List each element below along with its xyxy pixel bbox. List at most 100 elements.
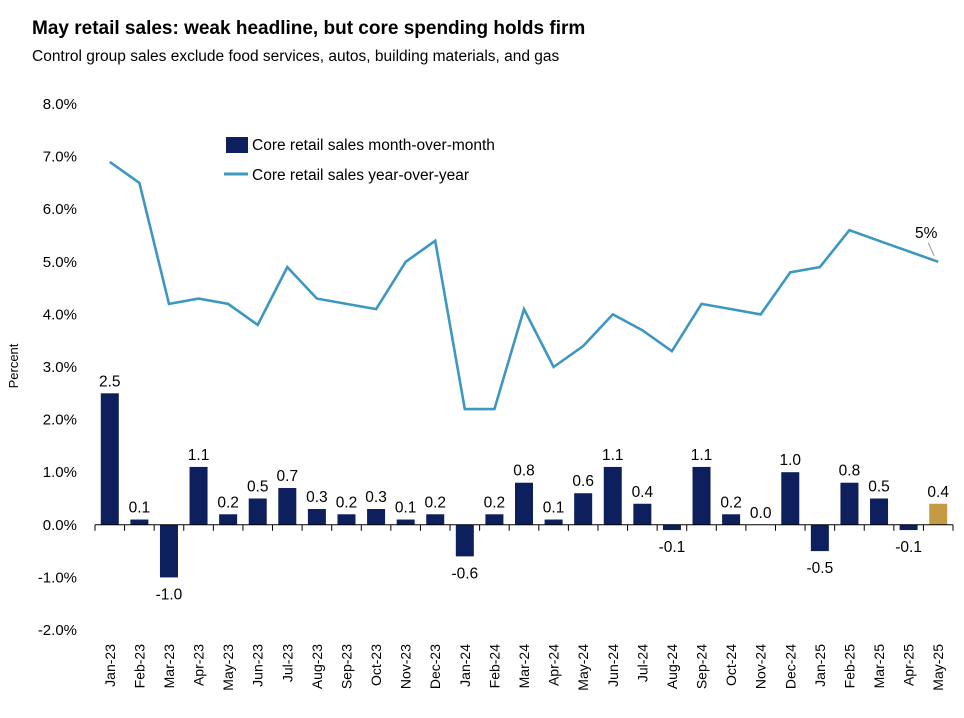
x-tick-label: Nov-24 [753, 644, 769, 689]
y-tick-label: -1.0% [38, 569, 77, 586]
y-tick-label: -2.0% [38, 622, 77, 639]
bar [219, 514, 238, 525]
bar-value-label: -0.1 [659, 539, 686, 556]
bar-value-label: 0.2 [336, 494, 358, 511]
x-tick-label: Mar-23 [161, 644, 177, 689]
x-tick-label: Mar-25 [871, 644, 887, 689]
bar-value-label: -0.5 [807, 560, 834, 577]
bar [396, 519, 415, 525]
bar-value-label: 0.5 [868, 479, 890, 496]
x-tick-label: Apr-25 [901, 644, 917, 686]
y-tick-label: 7.0% [43, 149, 77, 166]
bar [544, 519, 563, 525]
y-tick-label: 0.0% [43, 517, 77, 534]
bar-value-label: 2.5 [99, 373, 121, 390]
x-tick-label: Dec-23 [427, 644, 443, 689]
y-tick-label: 5.0% [43, 254, 77, 271]
y-tick-label: 3.0% [43, 359, 77, 376]
x-tick-label: Aug-24 [664, 644, 680, 689]
bar [899, 524, 918, 531]
bar [159, 524, 178, 578]
bar-value-label: 0.7 [277, 468, 299, 485]
y-axis-label: Percent [6, 343, 21, 388]
bar [574, 493, 593, 525]
y-tick-label: 2.0% [43, 412, 77, 429]
annotation-leader [927, 242, 935, 257]
bar-data-labels: 2.5 0.1 -1.0 1.1 0.2 0.5 0.7 0.3 0.2 0.3 0.1 0.2 -0.… [99, 373, 949, 603]
bar [189, 466, 208, 525]
bar [692, 466, 711, 525]
x-tick-label: Oct-23 [368, 644, 384, 686]
annotation-label: 5% [915, 225, 938, 242]
x-tick-label: Jul-23 [279, 644, 295, 682]
bar-value-label: 0.1 [129, 500, 151, 517]
bar [337, 514, 356, 525]
x-tick-label: Jan-25 [812, 644, 828, 687]
bar-value-label: -0.6 [451, 565, 478, 582]
x-tick-label: Oct-24 [723, 644, 739, 686]
bar-value-label: 0.2 [424, 494, 446, 511]
bar-value-label: 0.2 [720, 494, 742, 511]
x-tick-label: Jun-24 [605, 644, 621, 687]
x-tick-label: Jan-24 [457, 644, 473, 687]
x-tick-label: Dec-24 [782, 644, 798, 689]
bar-value-label: 0.5 [247, 479, 269, 496]
x-tick-label: Jan-23 [102, 644, 118, 687]
bar [781, 472, 800, 525]
bar [722, 514, 741, 525]
bar-value-label: 0.2 [217, 494, 239, 511]
x-tick-label: Nov-23 [398, 644, 414, 689]
bar-value-label: 1.1 [691, 447, 713, 464]
bar [248, 498, 267, 525]
bar-value-label: -0.1 [895, 539, 922, 556]
x-tick-label: Feb-25 [841, 644, 857, 689]
bar [840, 482, 859, 525]
bar [455, 524, 474, 557]
x-axis [94, 524, 954, 531]
legend-label-line: Core retail sales year-over-year [252, 167, 469, 184]
chart-subtitle: Control group sales exclude food service… [32, 48, 560, 65]
bar [515, 482, 533, 525]
x-tick-label: May-23 [220, 644, 236, 691]
x-tick-label: Jul-24 [634, 644, 650, 682]
bar-value-label: 0.4 [632, 484, 654, 501]
bar [810, 524, 829, 552]
y-tick-label: 8.0% [43, 96, 77, 113]
bar-value-label: 0.4 [927, 484, 949, 501]
bar-value-label: 0.8 [839, 463, 861, 480]
bar [367, 509, 386, 525]
x-tick-label: Feb-23 [131, 644, 147, 689]
bar-value-label: 0.1 [395, 500, 417, 517]
bar-value-label: 1.0 [779, 452, 801, 469]
bar-value-label: 0.6 [572, 473, 594, 490]
y-tick-label: 4.0% [43, 306, 77, 323]
bar-value-label: 0.3 [365, 489, 387, 506]
x-tick-label: Apr-23 [191, 644, 207, 686]
line-series [109, 160, 939, 411]
x-tick-label: Mar-24 [516, 644, 532, 689]
x-tick-labels: Jan-23 Feb-23 Mar-23 Apr-23 May-23 Jun-23 Jul-… [102, 644, 946, 691]
bar [929, 503, 948, 525]
legend-label-bar: Core retail sales month-over-month [252, 137, 495, 154]
bar-value-label: 0.1 [543, 500, 565, 517]
bar-value-label: 1.1 [602, 447, 624, 464]
annotation: 5% [915, 225, 938, 257]
bar [603, 466, 622, 525]
bar-value-label: -1.0 [156, 586, 183, 603]
bar [662, 524, 681, 531]
x-tick-label: Sep-24 [694, 644, 710, 689]
yoy-line [109, 160, 939, 411]
y-axis: 8.0% 7.0% 6.0% 5.0% 4.0% 3.0% 2.0% 1.0% 0.0% -1.0… [38, 96, 77, 639]
legend: Core retail sales month-over-month Core … [224, 137, 495, 184]
bar-value-label: 0.3 [306, 489, 328, 506]
x-tick-label: May-24 [575, 644, 591, 691]
bar [633, 503, 652, 525]
x-tick-label: Feb-24 [486, 644, 502, 689]
x-tick-label: Aug-23 [309, 644, 325, 689]
bar [485, 514, 504, 525]
x-tick-label: May-25 [930, 644, 946, 691]
bar [426, 514, 445, 525]
x-tick-label: Jun-23 [250, 644, 266, 687]
bar-value-label: 0.8 [513, 463, 535, 480]
